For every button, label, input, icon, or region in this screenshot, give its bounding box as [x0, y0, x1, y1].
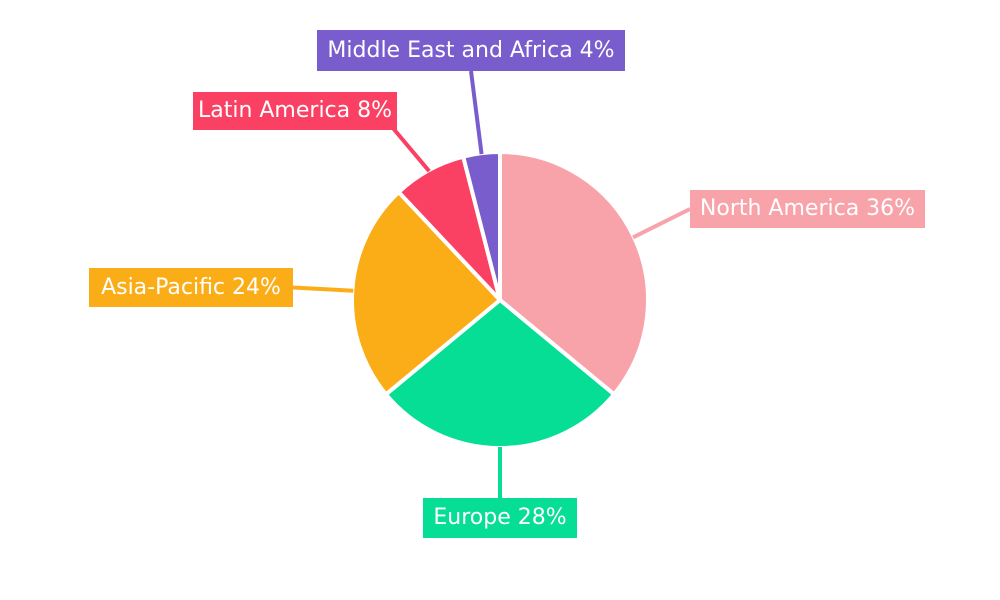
pie-label-latin-america[interactable]: Latin America 8% — [193, 92, 397, 130]
pie-label-middle-east-and-africa[interactable]: Middle East and Africa 4% — [317, 30, 625, 71]
leader-line-latin-america — [390, 125, 431, 173]
pie-label-asia-pacific[interactable]: Asia-Pacific 24% — [89, 268, 293, 307]
leader-line-north-america — [632, 207, 691, 240]
pie-label-europe[interactable]: Europe 28% — [423, 498, 577, 538]
leader-line-asia-pacific — [292, 285, 354, 293]
pie-label-north-america[interactable]: North America 36% — [690, 190, 925, 228]
leader-line-middle-east-and-africa — [469, 70, 484, 155]
